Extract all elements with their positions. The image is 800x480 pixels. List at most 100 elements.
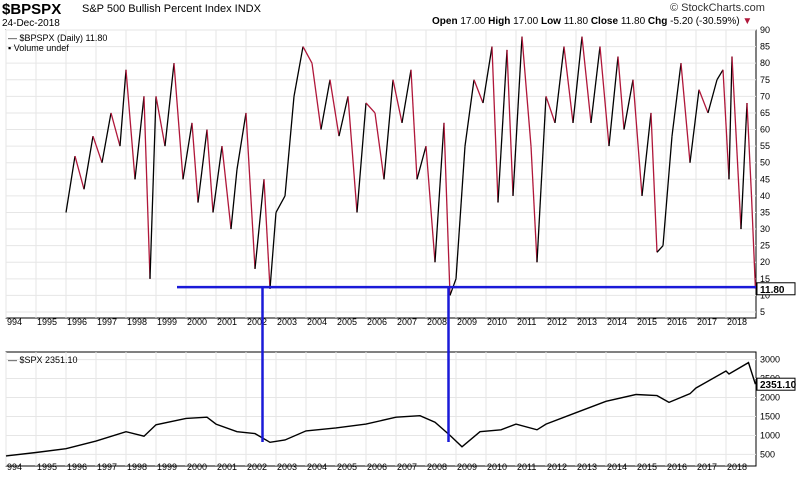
bp-line-segment	[245, 112, 256, 269]
y-tick-label: 1500	[760, 411, 780, 421]
bp-line-segment	[155, 96, 166, 147]
chg-value: -5.20 (-30.59%)	[670, 16, 740, 27]
plot-frame	[5, 29, 757, 319]
x-tick-label: 2009	[457, 317, 477, 327]
y-tick-label: 70	[760, 91, 770, 101]
x-tick-label: 2000	[187, 462, 207, 472]
bp-line-segment	[206, 129, 214, 213]
bp-line-segment	[182, 122, 193, 180]
x-tick-label: 2002	[247, 317, 267, 327]
bp-line-segment	[293, 46, 304, 97]
x-tick-label: 1999	[157, 462, 177, 472]
y-tick-label: 15	[760, 274, 770, 284]
bp-line-segment	[374, 112, 385, 180]
bp-line-segment	[284, 96, 295, 196]
x-tick-label: 2011	[517, 462, 536, 472]
x-tick-label: 2017	[697, 317, 717, 327]
last-value-box	[756, 377, 796, 391]
bp-line-segment	[536, 96, 547, 263]
high-label: High	[488, 16, 511, 27]
bp-line-segment	[728, 56, 733, 180]
x-tick-label: 2002	[247, 462, 267, 472]
plot-frame	[5, 351, 757, 467]
bp-line-segment	[434, 122, 445, 263]
bp-line-segment	[356, 102, 367, 213]
bp-line-segment	[455, 146, 466, 279]
bp-line-segment	[392, 79, 403, 124]
x-tick-label: 2011	[517, 317, 536, 327]
bp-line-segment	[401, 69, 412, 124]
y-tick-label: 5	[760, 307, 765, 317]
low-value: 11.80	[563, 16, 589, 27]
series-legend: — $BPSPX (Daily) 11.80	[8, 33, 107, 43]
bp-line-segment	[83, 136, 94, 190]
x-tick-label: 1996	[67, 462, 87, 472]
bp-line-segment	[221, 146, 232, 230]
y-tick-label: 65	[760, 108, 770, 118]
x-tick-label: 994	[7, 462, 22, 472]
x-tick-label: 2010	[487, 317, 507, 327]
y-tick-label: 75	[760, 75, 770, 85]
brand-logo: © StockCharts.com	[670, 2, 765, 14]
chart-date: 24-Dec-2018	[2, 18, 60, 29]
bp-line-segment	[671, 63, 682, 137]
bp-line-segment	[164, 63, 175, 147]
bp-line-segment	[119, 69, 127, 147]
bp-line-segment	[230, 169, 238, 230]
x-tick-label: 2005	[337, 462, 357, 472]
x-tick-label: 2010	[487, 462, 507, 472]
close-value: 11.80	[620, 16, 646, 27]
y-tick-label: 500	[760, 449, 775, 459]
bp-line-segment	[545, 96, 556, 124]
y-tick-label: 35	[760, 207, 770, 217]
bp-line-segment	[689, 89, 700, 163]
open-label: Open	[432, 16, 458, 27]
bp-line-segment	[623, 79, 634, 130]
chart-header: $BPSPX S&P 500 Bullish Percent Index IND…	[0, 0, 800, 30]
bp-line-segment	[110, 112, 121, 147]
bp-line-segment	[521, 36, 532, 147]
x-tick-label: 2007	[397, 462, 417, 472]
y-tick-label: 1000	[760, 430, 780, 440]
bp-line-segment	[134, 96, 145, 180]
bp-line-segment	[212, 146, 223, 213]
bp-line-segment	[269, 212, 277, 289]
bp-line-segment	[443, 122, 451, 296]
x-tick-label: 2005	[337, 317, 357, 327]
y-tick-label: 40	[760, 191, 770, 201]
bp-line-segment	[590, 46, 601, 123]
bp-line-segment	[191, 122, 199, 203]
x-tick-label: 2013	[577, 317, 597, 327]
bp-line-segment	[347, 96, 358, 213]
bp-line-segment	[506, 49, 514, 196]
bp-line-segment	[464, 79, 475, 147]
x-tick-label: 2001	[217, 317, 237, 327]
x-tick-label: 2001	[217, 462, 237, 472]
symbol-description: S&P 500 Bullish Percent Index INDX	[82, 3, 261, 15]
x-tick-label: 2009	[457, 462, 477, 472]
bp-line-segment	[74, 155, 85, 190]
x-tick-label: 2006	[367, 462, 387, 472]
x-tick-label: 2015	[637, 462, 657, 472]
x-tick-label: 2004	[307, 462, 327, 472]
y-tick-label: 85	[760, 42, 770, 52]
bp-line-segment	[617, 56, 625, 130]
bp-line-segment	[632, 79, 643, 196]
bp-line-segment	[254, 179, 265, 269]
bp-line-segment	[473, 79, 484, 104]
y-tick-label: 50	[760, 158, 770, 168]
y-tick-label: 10	[760, 290, 770, 300]
bp-line-segment	[149, 96, 157, 279]
bp-line-segment	[656, 245, 664, 253]
x-tick-label: 2006	[367, 317, 387, 327]
x-tick-label: 2008	[427, 462, 447, 472]
bp-line-segment	[65, 155, 76, 213]
bp-line-segment	[416, 145, 427, 180]
series-legend: — $SPX 2351.10	[8, 355, 78, 365]
x-tick-label: 2013	[577, 462, 597, 472]
bp-line-segment	[680, 63, 691, 163]
x-tick-label: 2003	[277, 462, 297, 472]
y-tick-label: 25	[760, 241, 770, 251]
bp-line-segment	[338, 96, 349, 137]
x-tick-label: 1999	[157, 317, 177, 327]
